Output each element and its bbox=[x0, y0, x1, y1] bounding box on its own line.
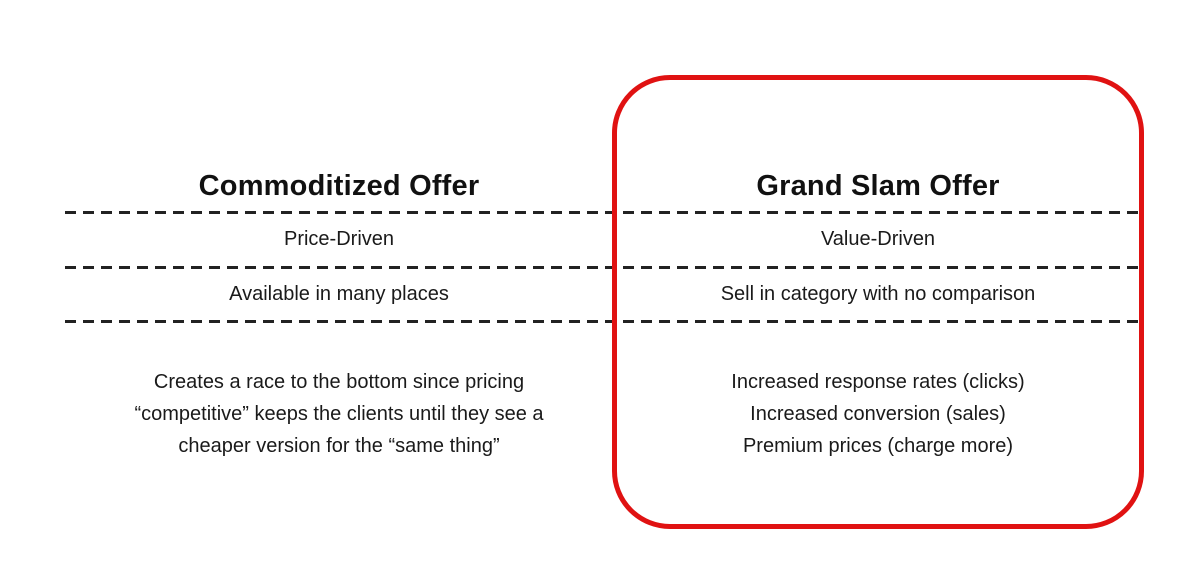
grand-slam-benefit-premium: Premium prices (charge more) bbox=[742, 435, 1014, 457]
grand-slam-benefits: Increased response rates (clicks) Increa… bbox=[613, 366, 1143, 462]
commoditized-row-price-driven: Price-Driven bbox=[283, 228, 395, 250]
grand-slam-row-category: Sell in category with no comparison bbox=[720, 283, 1036, 305]
grand-slam-row-value-driven: Value-Driven bbox=[820, 228, 936, 250]
commoditized-summary-line-2: “competitive” keeps the clients until th… bbox=[134, 403, 544, 425]
divider-line-top bbox=[65, 211, 1143, 214]
divider-line-bottom bbox=[65, 320, 1143, 323]
commoditized-summary-line-1: Creates a race to the bottom since prici… bbox=[153, 371, 525, 393]
grand-slam-highlight-box bbox=[612, 75, 1144, 529]
grand-slam-benefit-sales: Increased conversion (sales) bbox=[750, 403, 1006, 425]
divider-line-middle bbox=[65, 266, 1143, 269]
commoditized-summary: Creates a race to the bottom since prici… bbox=[65, 366, 613, 462]
commoditized-row-availability: Available in many places bbox=[229, 283, 449, 305]
grand-slam-offer-header: Grand Slam Offer bbox=[756, 170, 1000, 202]
commoditized-summary-line-3: cheaper version for the “same thing” bbox=[178, 435, 500, 457]
grand-slam-benefit-clicks: Increased response rates (clicks) bbox=[731, 371, 1025, 393]
commoditized-offer-header: Commoditized Offer bbox=[198, 170, 480, 202]
